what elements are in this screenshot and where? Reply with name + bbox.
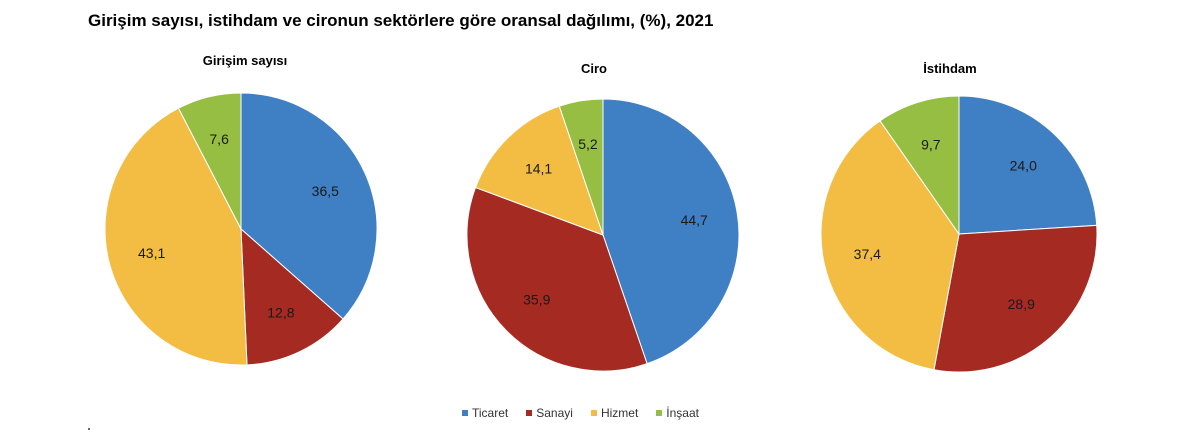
pie-slice-ciro-3 [558,98,604,236]
pie-slice-istihdam-1 [933,224,1098,373]
data-label-girisim-0: 36,5 [312,183,339,199]
legend-item-hizmet: Hizmet [590,406,639,420]
data-label-istihdam-0: 24,0 [1010,158,1037,174]
data-label-ciro-2: 14,1 [525,161,552,177]
legend-swatch-sanayi [526,410,533,416]
legend-label-insaat: İnşaat [666,406,699,420]
chart-title: Girişim sayısı, istihdam ve cironun sekt… [88,11,714,30]
pie-title-istihdam: İstihdam [923,61,977,76]
data-label-girisim-1: 12,8 [267,304,294,320]
pie-title-ciro: Ciro [581,61,607,76]
legend-swatch-hizmet [590,410,597,416]
legend-item-ticaret: Ticaret [462,406,508,420]
legend-swatch-insaat [656,410,663,416]
pie-slice-ciro-1 [466,186,648,372]
legend-label-hizmet: Hizmet [600,406,639,420]
data-label-girisim-3: 7,6 [209,131,229,147]
pie-slice-ciro-0 [602,98,740,365]
data-label-istihdam-2: 37,4 [854,246,881,262]
data-label-girisim-2: 43,1 [138,245,165,261]
data-label-istihdam-1: 28,9 [1008,296,1035,312]
legend-item-sanayi: Sanayi [526,406,573,420]
legend-label-ticaret: Ticaret [472,406,509,420]
pie-slice-girisim-3 [177,92,242,230]
legend: Ticaret Sanayi Hizmet İnşaat [462,406,699,420]
data-label-ciro-1: 35,9 [523,292,550,308]
pie-slice-istihdam-3 [879,95,960,236]
pie-title-girisim: Girişim sayısı [202,53,288,68]
pie-slice-ciro-2 [474,105,604,236]
data-label-ciro-0: 44,7 [681,212,708,228]
stray-dot [88,428,90,430]
legend-swatch-ticaret [462,410,468,416]
data-label-istihdam-3: 9,7 [921,136,941,152]
legend-label-sanayi: Sanayi [536,406,573,420]
data-label-ciro-3: 5,2 [578,136,598,152]
pie-slice-girisim-1 [240,227,344,366]
pie-slice-istihdam-0 [958,95,1098,235]
legend-item-insaat: İnşaat [656,406,699,420]
pie-slice-girisim-0 [240,92,378,320]
pie-slice-istihdam-2 [820,120,960,371]
